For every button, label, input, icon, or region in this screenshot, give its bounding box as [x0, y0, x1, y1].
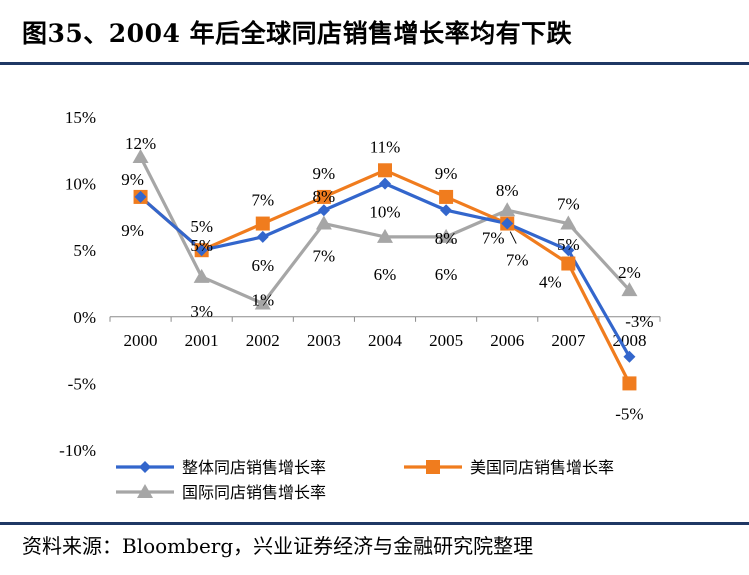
data-point — [438, 228, 455, 243]
data-label: 6% — [374, 265, 397, 284]
y-tick-label: -10% — [59, 441, 96, 460]
data-point — [377, 228, 393, 243]
x-tick-label: 2003 — [307, 331, 341, 350]
data-point — [379, 177, 391, 190]
x-tick-label: 2000 — [124, 331, 158, 350]
data-label: 9% — [121, 170, 144, 189]
y-tick-label: -5% — [68, 374, 96, 393]
data-point — [315, 215, 332, 230]
y-tick-label: 10% — [65, 175, 96, 194]
data-label: 5% — [190, 236, 213, 255]
data-label: 9% — [435, 164, 458, 183]
data-point — [195, 244, 208, 257]
source-note: 资料来源：Bloomberg，兴业证券经济与金融研究院整理 — [22, 534, 534, 558]
legend-marker — [139, 461, 151, 473]
data-point — [501, 217, 514, 230]
data-point — [254, 295, 271, 310]
data-label: 1% — [251, 290, 274, 309]
legend-marker — [426, 460, 440, 474]
data-label: 10% — [369, 203, 400, 222]
data-point — [316, 189, 331, 204]
chart-axes: -10% -5% 0% 5% 10% 15% 2000 2001 2002 2003 2004 200… — [59, 108, 661, 460]
data-labels: 9% 5% 6% 8% 10% 8% 7% 5% -3% 9% 5% 7% 9% 11% 9% 7% 4% -5%… — [121, 134, 653, 423]
data-label: 12% — [125, 134, 156, 153]
y-tick-label: 15% — [65, 108, 96, 127]
source-rule — [0, 522, 749, 525]
y-tick-label: 5% — [73, 241, 96, 260]
data-label: 6% — [435, 265, 458, 284]
data-label: 8% — [313, 187, 336, 206]
data-label: 5% — [557, 235, 580, 254]
data-point — [621, 282, 638, 297]
data-label: 4% — [539, 273, 562, 292]
data-point — [623, 350, 636, 363]
data-label: 7% — [482, 229, 505, 248]
data-point — [132, 148, 149, 163]
data-point — [134, 190, 147, 203]
data-point — [378, 163, 392, 178]
leader-line — [509, 231, 517, 244]
line-chart: -10% -5% 0% 5% 10% 15% 2000 2001 2002 2003 2004 200… — [59, 108, 661, 502]
data-point — [560, 215, 577, 230]
data-label: -3% — [625, 312, 653, 331]
data-point — [439, 189, 454, 204]
data-label: 2% — [618, 263, 641, 282]
x-tick-label: 2001 — [185, 331, 219, 350]
data-point — [499, 202, 516, 217]
data-label: 6% — [251, 256, 274, 275]
data-label: 7% — [557, 195, 580, 214]
data-point — [255, 216, 270, 231]
data-point — [256, 230, 269, 243]
data-point — [193, 268, 210, 283]
data-label: 7% — [313, 247, 336, 266]
title-rule — [0, 62, 749, 65]
data-label: 7% — [506, 251, 529, 270]
data-label: -5% — [615, 404, 643, 423]
data-point — [440, 204, 453, 217]
legend-marker — [137, 484, 153, 498]
x-tick-label: 2007 — [551, 331, 586, 350]
data-label: 11% — [370, 137, 401, 156]
y-tick-label: 0% — [73, 308, 96, 327]
data-label: 9% — [313, 164, 336, 183]
legend-label: 整体同店销售增长率 — [182, 458, 326, 477]
data-label: 8% — [435, 229, 458, 248]
x-tick-label: 2004 — [368, 331, 403, 350]
x-tick-label: 2005 — [429, 331, 463, 350]
data-point — [562, 244, 575, 257]
x-tick-label: 2002 — [246, 331, 280, 350]
data-point — [561, 256, 576, 271]
x-tick-label: 2006 — [490, 331, 524, 350]
data-label: 5% — [190, 217, 213, 236]
legend-label: 美国同店销售增长率 — [470, 458, 614, 477]
data-label: 3% — [190, 302, 213, 321]
data-label: 9% — [121, 221, 144, 240]
legend-label: 国际同店销售增长率 — [182, 483, 326, 502]
data-label: 8% — [496, 181, 519, 200]
data-label: 7% — [251, 191, 274, 210]
data-point — [317, 204, 330, 217]
figure-title: 图35、2004 年后全球同店销售增长率均有下跌 — [22, 19, 573, 48]
series-markers — [132, 148, 638, 391]
data-point — [622, 376, 637, 391]
